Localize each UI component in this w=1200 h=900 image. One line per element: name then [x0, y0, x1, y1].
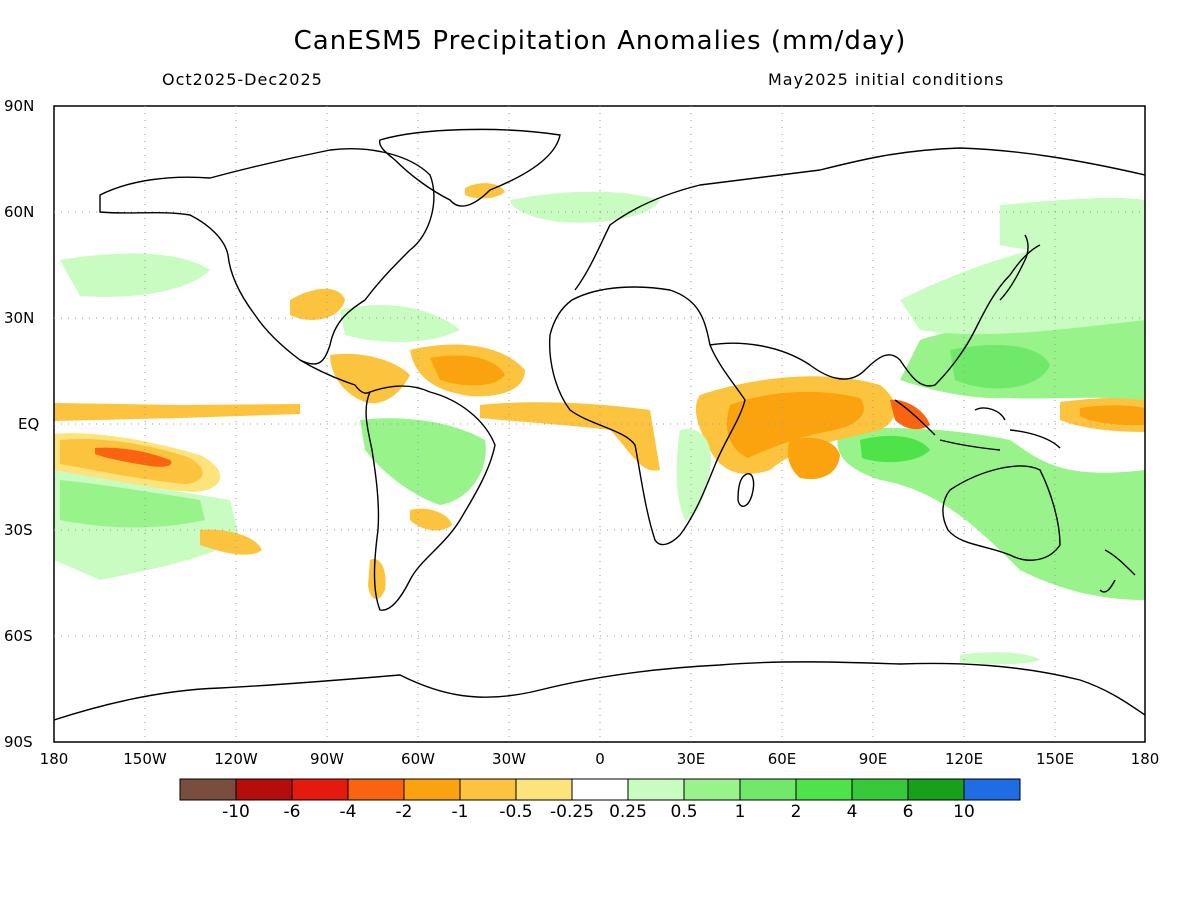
coast-indonesia: [894, 399, 1061, 451]
anomaly-w-pacific-dry-core: [1080, 405, 1145, 426]
lon-label-150e: 150E: [1035, 750, 1075, 768]
coast-south-america: [365, 385, 496, 611]
colorbar-label: 10: [953, 802, 975, 822]
lon-label-180w: 180: [39, 750, 69, 768]
colorbar-swatch: [347, 778, 405, 801]
anomaly-indian-dry-core: [726, 391, 864, 458]
anomaly-s-pacific-wet-mid: [60, 480, 205, 528]
lon-label-120w: 120W: [214, 750, 258, 768]
lon-label-90e: 90E: [858, 750, 888, 768]
colorbar-label: 6: [902, 802, 914, 822]
lon-label-150w: 150W: [123, 750, 167, 768]
lon-label-30w: 30W: [492, 750, 526, 768]
anomaly-greenland-dry: [465, 183, 505, 199]
anomaly-siberia-wet: [1000, 197, 1145, 251]
anomaly-sw-indian-dry: [787, 437, 840, 480]
colorbar-swatch: [963, 778, 1021, 801]
lat-label-30s: 30S: [4, 521, 33, 539]
colorbar-label: -4: [339, 802, 357, 822]
lat-label-60n: 60N: [4, 203, 35, 221]
colorbar-swatch: [403, 778, 461, 801]
lon-label-60e: 60E: [767, 750, 797, 768]
coast-europe: [574, 147, 1145, 291]
anomaly-andes-dry: [368, 559, 386, 600]
lat-label-90n: 90N: [4, 97, 35, 115]
colorbar-label: -1: [451, 802, 469, 822]
anomaly-amazon-wet: [360, 418, 486, 505]
anomaly-s-pacific-dry-patch: [200, 529, 262, 555]
anomaly-europe-wet: [510, 191, 660, 223]
lon-label-90w: 90W: [310, 750, 344, 768]
colorbar-label: 1: [734, 802, 746, 822]
coast-australia: [942, 465, 1061, 561]
colorbar-label: -0.5: [499, 802, 533, 822]
colorbar-swatch: [627, 778, 685, 801]
colorbar-swatch: [907, 778, 965, 801]
colorbar-label: -6: [283, 802, 301, 822]
anomaly-w-pacific-wet-core: [950, 345, 1050, 389]
colorbar-swatch: [459, 778, 517, 801]
anomaly-n-atlantic-dry-core: [430, 355, 505, 386]
valid-period: Oct2025-Dec2025: [162, 70, 323, 89]
graticule: [54, 106, 1145, 742]
coast-north-america: [99, 148, 435, 365]
colorbar-swatch: [739, 778, 797, 801]
colorbar-swatch: [179, 778, 237, 801]
coast-africa: [548, 286, 746, 546]
anomaly-caribbean-dry: [330, 353, 410, 404]
lat-label-60s: 60S: [4, 627, 33, 645]
anomaly-indo-wet-core: [860, 435, 930, 463]
anomaly-eq-pacific-band: [54, 403, 300, 421]
colorbar-label: -10: [222, 802, 250, 822]
colorbar-label: 2: [790, 802, 802, 822]
anomaly-gulf-guinea-dry: [480, 402, 660, 471]
colorbar-swatch: [571, 778, 629, 801]
colorbar-label: 0.25: [609, 802, 647, 822]
lat-label-90s: 90S: [4, 733, 33, 751]
chart-title: CanESM5 Precipitation Anomalies (mm/day): [293, 26, 907, 56]
coast-new-zealand: [1099, 549, 1136, 593]
anomaly-asia-wet: [900, 230, 1145, 335]
colorbar-swatch: [683, 778, 741, 801]
colorbar-swatch: [291, 778, 349, 801]
colorbar-swatch: [235, 778, 293, 801]
anomaly-pacific-dry-strong: [95, 447, 172, 467]
lat-label-eq: EQ: [18, 415, 40, 433]
lon-label-60w: 60W: [401, 750, 435, 768]
lon-label-30e: 30E: [676, 750, 706, 768]
initial-conditions: May2025 initial conditions: [768, 70, 1005, 89]
anomaly-indo-wet: [837, 428, 1145, 600]
anomaly-s-america-dry: [410, 508, 452, 531]
coast-greenland: [378, 128, 561, 207]
coast-japan: [999, 234, 1029, 301]
lat-label-30n: 30N: [4, 309, 35, 327]
colorbar-swatch: [515, 778, 573, 801]
coast-asia-south: [709, 244, 1041, 387]
colorbar: [179, 778, 1021, 801]
anomaly-us-wet: [340, 305, 460, 342]
anomaly-sumatra-dry: [890, 399, 930, 430]
coastlines: [54, 128, 1145, 721]
coast-central-america: [299, 359, 371, 394]
colorbar-swatch: [795, 778, 853, 801]
colorbar-label: 4: [846, 802, 858, 822]
coast-antarctica: [54, 661, 1145, 721]
anomaly-se-us-dry: [290, 288, 345, 320]
colorbar-label: -2: [395, 802, 413, 822]
anomaly-field: [54, 183, 1145, 665]
colorbar-label: -0.25: [550, 802, 594, 822]
colorbar-swatch: [851, 778, 909, 801]
lon-label-120e: 120E: [944, 750, 984, 768]
colorbar-label: 0.5: [670, 802, 698, 822]
lon-label-180e: 180: [1130, 750, 1160, 768]
anomaly-n-pacific-wet: [60, 253, 210, 297]
lon-label-0: 0: [595, 750, 605, 768]
anomaly-africa-wet: [676, 429, 711, 520]
anomaly-antarctic-wet: [960, 652, 1040, 665]
coast-madagascar: [737, 473, 755, 507]
